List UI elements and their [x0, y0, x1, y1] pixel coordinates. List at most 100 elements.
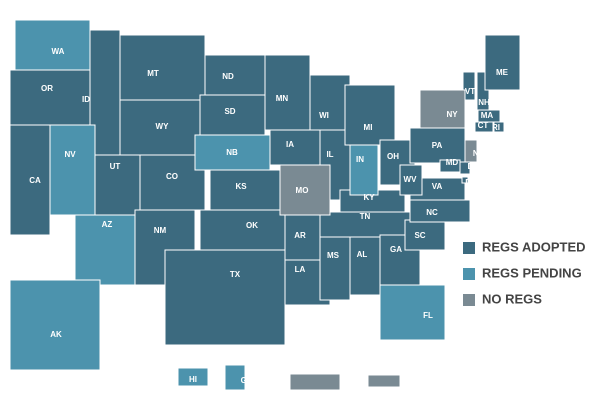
state-label: PA	[432, 141, 443, 150]
state-label: TX	[230, 270, 241, 279]
state-label: RI	[492, 123, 500, 132]
state	[309, 74, 351, 131]
state-label: AZ	[102, 220, 113, 229]
state-label: IN	[356, 155, 364, 164]
state	[493, 121, 505, 133]
state-label: DC	[465, 178, 477, 187]
state-label: MI	[364, 123, 373, 132]
state-label: UT	[110, 162, 121, 171]
legend-label: REGS PENDING	[482, 265, 582, 280]
state-label: NY	[446, 110, 458, 119]
state-label: SC	[414, 231, 425, 240]
state	[209, 169, 286, 211]
state-label: MS	[327, 251, 340, 260]
state-label: NC	[426, 208, 438, 217]
state-label: IL	[326, 150, 333, 159]
state-label: CA	[29, 176, 41, 185]
state-label: VA	[432, 182, 443, 191]
state-label: GA	[390, 245, 402, 254]
state-label: SD	[224, 107, 235, 116]
state	[49, 124, 96, 216]
state	[419, 89, 466, 129]
state	[119, 34, 206, 101]
state	[177, 367, 209, 387]
state-label: WV	[404, 175, 418, 184]
state-label: VT	[465, 87, 475, 96]
state	[409, 199, 471, 223]
state-label: AL	[357, 250, 368, 259]
state	[462, 71, 476, 101]
state-label: CT	[478, 121, 489, 130]
state	[74, 214, 136, 286]
state-label: HI	[189, 375, 197, 384]
state	[349, 144, 379, 196]
state-label: MO	[296, 186, 309, 195]
state-label: WY	[156, 122, 170, 131]
legend-label: NO REGS	[482, 291, 542, 306]
state-label: ME	[496, 68, 509, 77]
state	[269, 129, 321, 166]
state-label: AR	[294, 231, 306, 240]
state-label: ID	[82, 95, 90, 104]
state-label: MA	[481, 111, 494, 120]
legend-label: REGS ADOPTED	[482, 239, 586, 254]
state-label: KS	[235, 182, 247, 191]
state-label: OK	[246, 221, 258, 230]
state	[439, 159, 461, 173]
state	[289, 373, 341, 391]
state	[164, 249, 286, 346]
state-label: CO	[166, 172, 178, 181]
state-label: OR	[41, 84, 53, 93]
state-label: GU/CMNI	[241, 376, 276, 385]
state	[9, 279, 101, 371]
state-label: OH	[387, 152, 399, 161]
legend-swatch	[463, 242, 475, 254]
state-label: NB	[226, 148, 238, 157]
state-label: DE	[467, 162, 479, 171]
state	[14, 19, 91, 71]
state	[399, 164, 423, 196]
state	[367, 374, 401, 388]
state-labels: OR CA ID MT WY UT CO NM ND SD KS OK TX MN IA AR LA WI IL MI…	[29, 47, 508, 385]
state-label: NH	[478, 98, 490, 107]
state	[474, 121, 494, 133]
legend-swatch	[463, 268, 475, 280]
state	[199, 209, 291, 251]
state	[409, 127, 466, 164]
state-label: ND	[222, 72, 234, 81]
state-label: VI	[405, 376, 413, 385]
state-label: NJ	[473, 149, 483, 158]
legend-swatch	[463, 294, 475, 306]
state	[119, 99, 201, 156]
state	[194, 134, 271, 171]
state-label: NM	[154, 226, 167, 235]
state	[9, 124, 51, 236]
state-label: MN	[276, 94, 289, 103]
state-label: NV	[64, 150, 76, 159]
state	[464, 139, 478, 163]
state	[204, 54, 266, 96]
state	[284, 214, 326, 261]
state-label: LA	[295, 265, 306, 274]
state	[461, 176, 469, 184]
state	[319, 236, 351, 301]
state-label: FL	[423, 311, 433, 320]
state-label: PR	[339, 376, 350, 385]
state-label: MT	[147, 69, 159, 78]
state-label: MD	[446, 158, 459, 167]
state	[344, 84, 396, 146]
state	[9, 69, 91, 126]
states	[9, 19, 521, 391]
state	[349, 236, 381, 296]
state-label: IA	[286, 140, 294, 149]
state	[484, 34, 521, 91]
state	[319, 211, 411, 238]
state-label: KY	[363, 193, 375, 202]
state-label: WA	[52, 47, 65, 56]
state-label: TN	[360, 212, 371, 221]
state	[379, 284, 446, 341]
state	[224, 364, 246, 391]
state	[264, 54, 311, 131]
state-label: WI	[319, 111, 329, 120]
